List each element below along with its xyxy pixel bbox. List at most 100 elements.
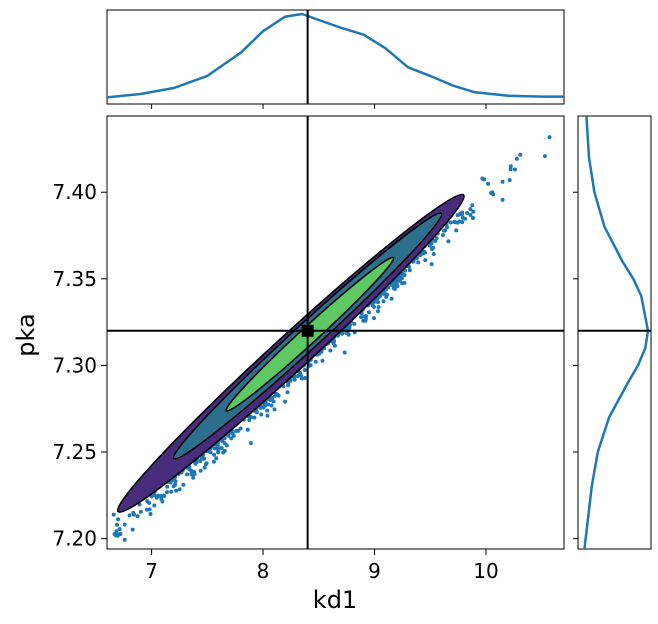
scatter-point [465,211,470,215]
y-tick-label: 7.30 [52,353,97,377]
scatter-point [376,309,380,314]
scatter-point [452,220,457,224]
scatter-point [285,390,290,395]
scatter-point [491,192,496,197]
scatter-point [457,219,462,224]
reference-point-marker [301,324,314,337]
scatter-point [423,250,428,255]
scatter-point [263,403,268,408]
marginal-x-frame [106,9,565,105]
y-axis-label: pka [12,313,40,356]
scatter-point [389,296,394,301]
scatter-point [547,135,552,140]
scatter-point [427,243,432,248]
scatter-point [518,152,523,157]
scatter-point [542,154,547,159]
scatter-point [234,429,239,433]
marginal-y-kde [578,116,651,549]
x-tick-label: 7 [145,559,158,583]
scatter-point [152,503,157,508]
scatter-point [423,258,428,263]
scatter-point [135,514,140,519]
scatter-point [313,359,318,364]
scatter-point [500,197,505,202]
scatter-point [448,220,453,225]
scatter-point [211,459,216,464]
x-axis-label: kd1 [313,586,357,614]
scatter-point [302,368,307,372]
scatter-point [138,509,143,514]
scatter-point [269,403,274,408]
scatter-point [212,452,217,457]
scatter-point [471,216,475,220]
scatter-point [111,512,116,517]
x-axis-ticks: 7 8 9 10 [145,104,499,583]
scatter-point [342,350,347,355]
scatter-point [174,488,179,493]
scatter-point [114,529,119,534]
scatter-point [247,418,252,423]
density-contours [116,193,465,513]
scatter-point [214,456,219,461]
scatter-point [259,412,264,417]
scatter-point [181,482,186,487]
y-axis-ticks: 7.20 7.25 7.30 7.35 7.40 [52,180,578,551]
scatter-point [198,468,203,473]
scatter-point [113,533,118,538]
scatter-point [512,167,517,172]
scatter-point [152,493,157,498]
scatter-point [148,512,153,516]
marginal-x-curve [107,12,564,99]
scatter-point [177,487,182,492]
scatter-point [486,181,491,186]
scatter-point [480,176,485,181]
x-tick-label: 9 [368,559,381,583]
scatter-point [460,212,464,217]
scatter-point [441,233,445,238]
scatter-point [159,496,164,501]
scatter-point [189,468,194,473]
scatter-point [252,415,257,420]
scatter-point [463,216,468,221]
scatter-point [434,236,439,241]
scatter-point [454,228,459,233]
scatter-point [308,363,313,368]
scatter-point [346,332,351,337]
scatter-point [122,537,127,542]
scatter-point [249,415,254,419]
scatter-point [115,522,120,527]
scatter-point [367,310,371,315]
scatter-point [376,305,381,310]
main-plot-frame [106,115,565,550]
scatter-point [265,413,270,418]
scatter-point [199,456,204,461]
scatter-point [271,399,276,404]
scatter-point [385,292,390,297]
scatter-point [431,245,436,250]
scatter-point [332,343,337,348]
scatter-point [500,179,505,184]
scatter-point [468,213,473,217]
y-tick-label: 7.25 [52,440,97,464]
scatter-point [248,441,253,446]
scatter-point [302,376,307,380]
scatter-point [389,282,394,287]
scatter-point [470,203,475,208]
scatter-point [165,490,169,495]
scatter-point [127,513,132,518]
marginal-y-frame [577,115,652,550]
scatter-point [370,303,375,308]
scatter-point [442,228,446,233]
scatter-point [298,373,303,378]
scatter-point [445,225,450,230]
scatter-point [514,156,519,161]
scatter-point [145,499,150,504]
y-tick-label: 7.20 [52,527,97,551]
scatter-point [372,316,376,321]
scatter-point [407,268,412,273]
scatter-point [446,239,451,244]
scatter-point [165,484,170,489]
scatter-point [468,207,473,212]
scatter-point [471,209,476,214]
scatter-point [376,300,380,305]
